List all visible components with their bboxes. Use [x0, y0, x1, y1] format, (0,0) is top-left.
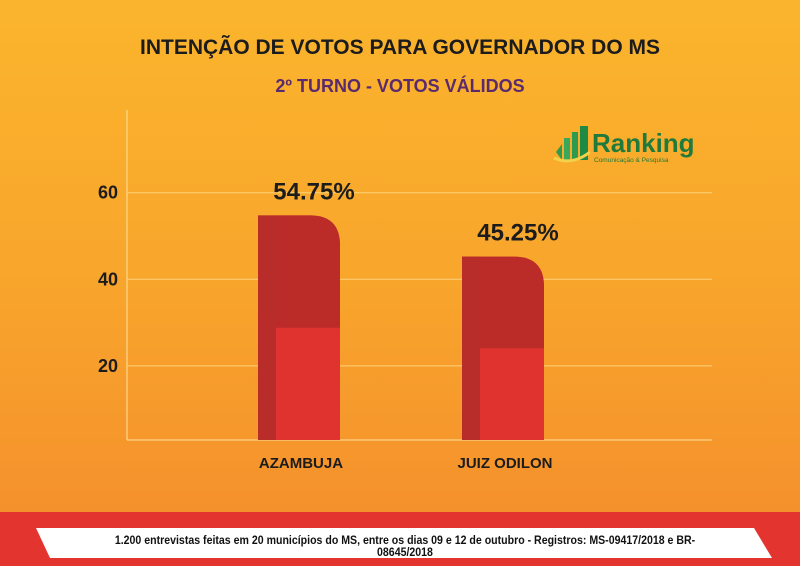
logo-tagline: Comunicação & Pesquisa [594, 157, 669, 164]
chart-title: INTENÇÃO DE VOTOS PARA GOVERNADOR DO MS [140, 36, 660, 59]
footer-text: 1.200 entrevistas feitas em 20 município… [114, 535, 696, 559]
data-label: 54.75% [273, 178, 354, 205]
bar-side [258, 215, 276, 440]
y-tick-label: 20 [98, 356, 118, 376]
bar-side [462, 256, 480, 440]
logo-name: Ranking [592, 128, 695, 158]
bar-shade [276, 215, 340, 328]
footer-banner [36, 528, 772, 558]
y-tick-label: 40 [98, 269, 118, 289]
data-label: 45.25% [477, 220, 558, 247]
x-category-label: AZAMBUJA [259, 455, 343, 472]
x-category-label: JUIZ ODILON [457, 455, 552, 472]
ranking-logo: Ranking Comunicação & Pesquisa [553, 126, 695, 164]
y-tick-label: 60 [98, 183, 118, 203]
bar-chart: 20 40 60 54.75% AZAMBUJA 45.25% JUIZ ODILON [98, 110, 712, 472]
chart-subtitle: 2º TURNO - VOTOS VÁLIDOS [275, 76, 525, 96]
bar-shade [480, 256, 544, 349]
